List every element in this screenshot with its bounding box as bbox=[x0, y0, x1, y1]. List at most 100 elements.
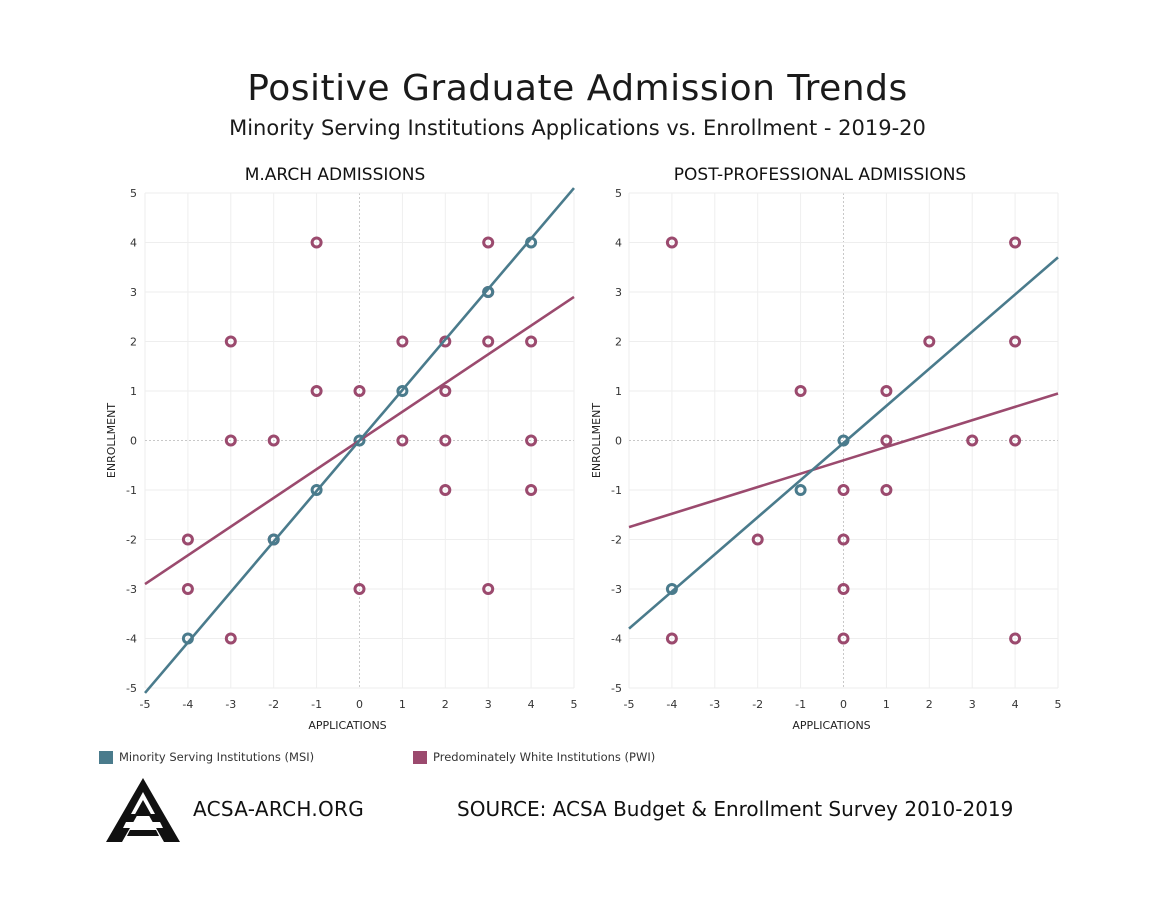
panel2-x-tick-label: -1 bbox=[795, 698, 806, 711]
panel1-x-tick-label: 4 bbox=[528, 698, 535, 711]
panel1-title: M.ARCH ADMISSIONS bbox=[245, 165, 426, 185]
panel1-pwi-point bbox=[525, 335, 538, 348]
panel2-msi-point bbox=[794, 484, 807, 496]
panel1-y-tick-label: 5 bbox=[130, 187, 137, 200]
panel1-pwi-point bbox=[267, 434, 280, 447]
panel1-pwi-point bbox=[525, 434, 538, 447]
panel1-pwi-point bbox=[482, 335, 495, 348]
panel2-pwi-point bbox=[880, 385, 893, 397]
panel2-pwi-point bbox=[1009, 335, 1022, 348]
panel1-pwi-point bbox=[181, 533, 194, 546]
footer-website[interactable]: ACSA-ARCH.ORG bbox=[193, 797, 365, 821]
panel2-y-axis-label: ENROLLMENT bbox=[590, 403, 603, 478]
panel1-x-axis-label: APPLICATIONS bbox=[308, 719, 386, 732]
legend-label-msi: Minority Serving Institutions (MSI) bbox=[119, 750, 315, 764]
chart-title: Positive Graduate Admission Trends bbox=[247, 68, 908, 109]
panel2-x-tick-label: 4 bbox=[1012, 698, 1019, 711]
panel1-msi-trendline bbox=[144, 187, 575, 694]
panel2-x-tick-label: 3 bbox=[969, 698, 976, 711]
legend-label-pwi: Predominately White Institutions (PWI) bbox=[433, 750, 656, 764]
panel1-pwi-point bbox=[224, 335, 237, 348]
panel1-y-tick-label: -5 bbox=[126, 682, 137, 695]
panel2-x-tick-label: -2 bbox=[752, 698, 763, 711]
panel2-y-tick-label: 3 bbox=[615, 286, 622, 299]
panel1-msi-point bbox=[353, 434, 366, 447]
panel1-x-tick-label: -4 bbox=[182, 698, 193, 711]
panel2-y-tick-label: -3 bbox=[611, 583, 622, 596]
panel1-x-tick-label: -5 bbox=[140, 698, 151, 711]
panel1-x-tick-label: -2 bbox=[268, 698, 279, 711]
panel1-y-tick-label: 2 bbox=[130, 336, 137, 349]
panel2-y-tick-label: -5 bbox=[611, 682, 622, 695]
panel1-pwi-point bbox=[439, 385, 452, 397]
legend-item-pwi: Predominately White Institutions (PWI) bbox=[413, 750, 655, 764]
panel2-pwi-point bbox=[751, 533, 764, 546]
panel1-y-tick-label: 4 bbox=[130, 237, 137, 250]
panel1-x-tick-label: 1 bbox=[399, 698, 406, 711]
panel2-pwi-point bbox=[837, 583, 850, 595]
panel1-pwi-point bbox=[224, 632, 237, 645]
panel2-y-tick-label: 4 bbox=[615, 237, 622, 250]
panel1-pwi-point bbox=[181, 583, 194, 595]
panel2-y-tick-label: 1 bbox=[615, 385, 622, 398]
panel1-msi-point bbox=[396, 385, 409, 397]
panel1-pwi-point bbox=[310, 385, 323, 397]
panel1-x-tick-label: -3 bbox=[225, 698, 236, 711]
panel2-pwi-point bbox=[880, 434, 893, 447]
panel2-x-tick-label: 0 bbox=[840, 698, 847, 711]
panel1-pwi-point bbox=[396, 335, 409, 348]
panel2-x-tick-label: 1 bbox=[883, 698, 890, 711]
panel1-msi-point bbox=[267, 533, 280, 546]
panel2-x-axis-label: APPLICATIONS bbox=[792, 719, 870, 732]
panel2-y-tick-label: 0 bbox=[615, 435, 622, 448]
legend-item-msi: Minority Serving Institutions (MSI) bbox=[99, 750, 314, 764]
panel1-pwi-point bbox=[353, 583, 366, 595]
panel1-pwi-point bbox=[353, 385, 366, 397]
panel2-pwi-point bbox=[665, 236, 678, 249]
panel2-pwi-point bbox=[1009, 236, 1022, 249]
panel1-y-tick-label: 0 bbox=[130, 435, 137, 448]
panel1-x-tick-label: 0 bbox=[356, 698, 363, 711]
panel2-x-tick-label: 2 bbox=[926, 698, 933, 711]
panel1-pwi-point bbox=[439, 434, 452, 447]
panel2-x-tick-label: -4 bbox=[666, 698, 677, 711]
panel1-x-tick-label: 3 bbox=[485, 698, 492, 711]
panel2-msi-trendline bbox=[628, 256, 1059, 630]
acsa-logo-icon bbox=[106, 778, 180, 842]
panel2-title: POST-PROFESSIONAL ADMISSIONS bbox=[674, 165, 966, 185]
panel1-pwi-point bbox=[310, 236, 323, 249]
legend-swatch-pwi bbox=[413, 750, 427, 764]
panel2-y-tick-label: -2 bbox=[611, 534, 622, 547]
panel2-x-tick-label: 5 bbox=[1055, 698, 1062, 711]
panel2-pwi-point bbox=[837, 484, 850, 496]
panel2-x-tick-label: -5 bbox=[624, 698, 635, 711]
panel2-pwi-point bbox=[837, 632, 850, 645]
panel2-x-tick-label: -3 bbox=[709, 698, 720, 711]
legend-swatch-msi bbox=[99, 750, 113, 764]
panel2-pwi-point bbox=[1009, 434, 1022, 447]
panel1-x-tick-label: 2 bbox=[442, 698, 449, 711]
panel1-x-tick-label: 5 bbox=[571, 698, 578, 711]
panel1-y-tick-label: 1 bbox=[130, 385, 137, 398]
panel1-y-tick-label: -4 bbox=[126, 633, 137, 646]
panel2-pwi-point bbox=[1009, 632, 1022, 645]
panel1-pwi-point bbox=[439, 335, 452, 348]
panel2-y-tick-label: -1 bbox=[611, 484, 622, 497]
panel1-y-tick-label: 3 bbox=[130, 286, 137, 299]
panel2-pwi-point bbox=[837, 533, 850, 546]
panel2-y-tick-label: 2 bbox=[615, 336, 622, 349]
panel1-pwi-point bbox=[482, 236, 495, 249]
panel2-pwi-trendline bbox=[628, 392, 1059, 529]
panel2-pwi-point bbox=[966, 434, 979, 447]
panel1-pwi-point bbox=[224, 434, 237, 447]
panel1-pwi-point bbox=[396, 434, 409, 447]
panel2-pwi-point bbox=[923, 335, 936, 348]
panel2-pwi-point bbox=[794, 385, 807, 397]
panel1-x-tick-label: -1 bbox=[311, 698, 322, 711]
panel1-msi-point bbox=[310, 484, 323, 496]
panel1-y-axis-label: ENROLLMENT bbox=[105, 403, 118, 478]
panel1-y-tick-label: -1 bbox=[126, 484, 137, 497]
footer-source: SOURCE: ACSA Budget & Enrollment Survey … bbox=[457, 797, 1014, 821]
panel1-pwi-point bbox=[439, 484, 452, 496]
panel1-pwi-point bbox=[525, 484, 538, 496]
